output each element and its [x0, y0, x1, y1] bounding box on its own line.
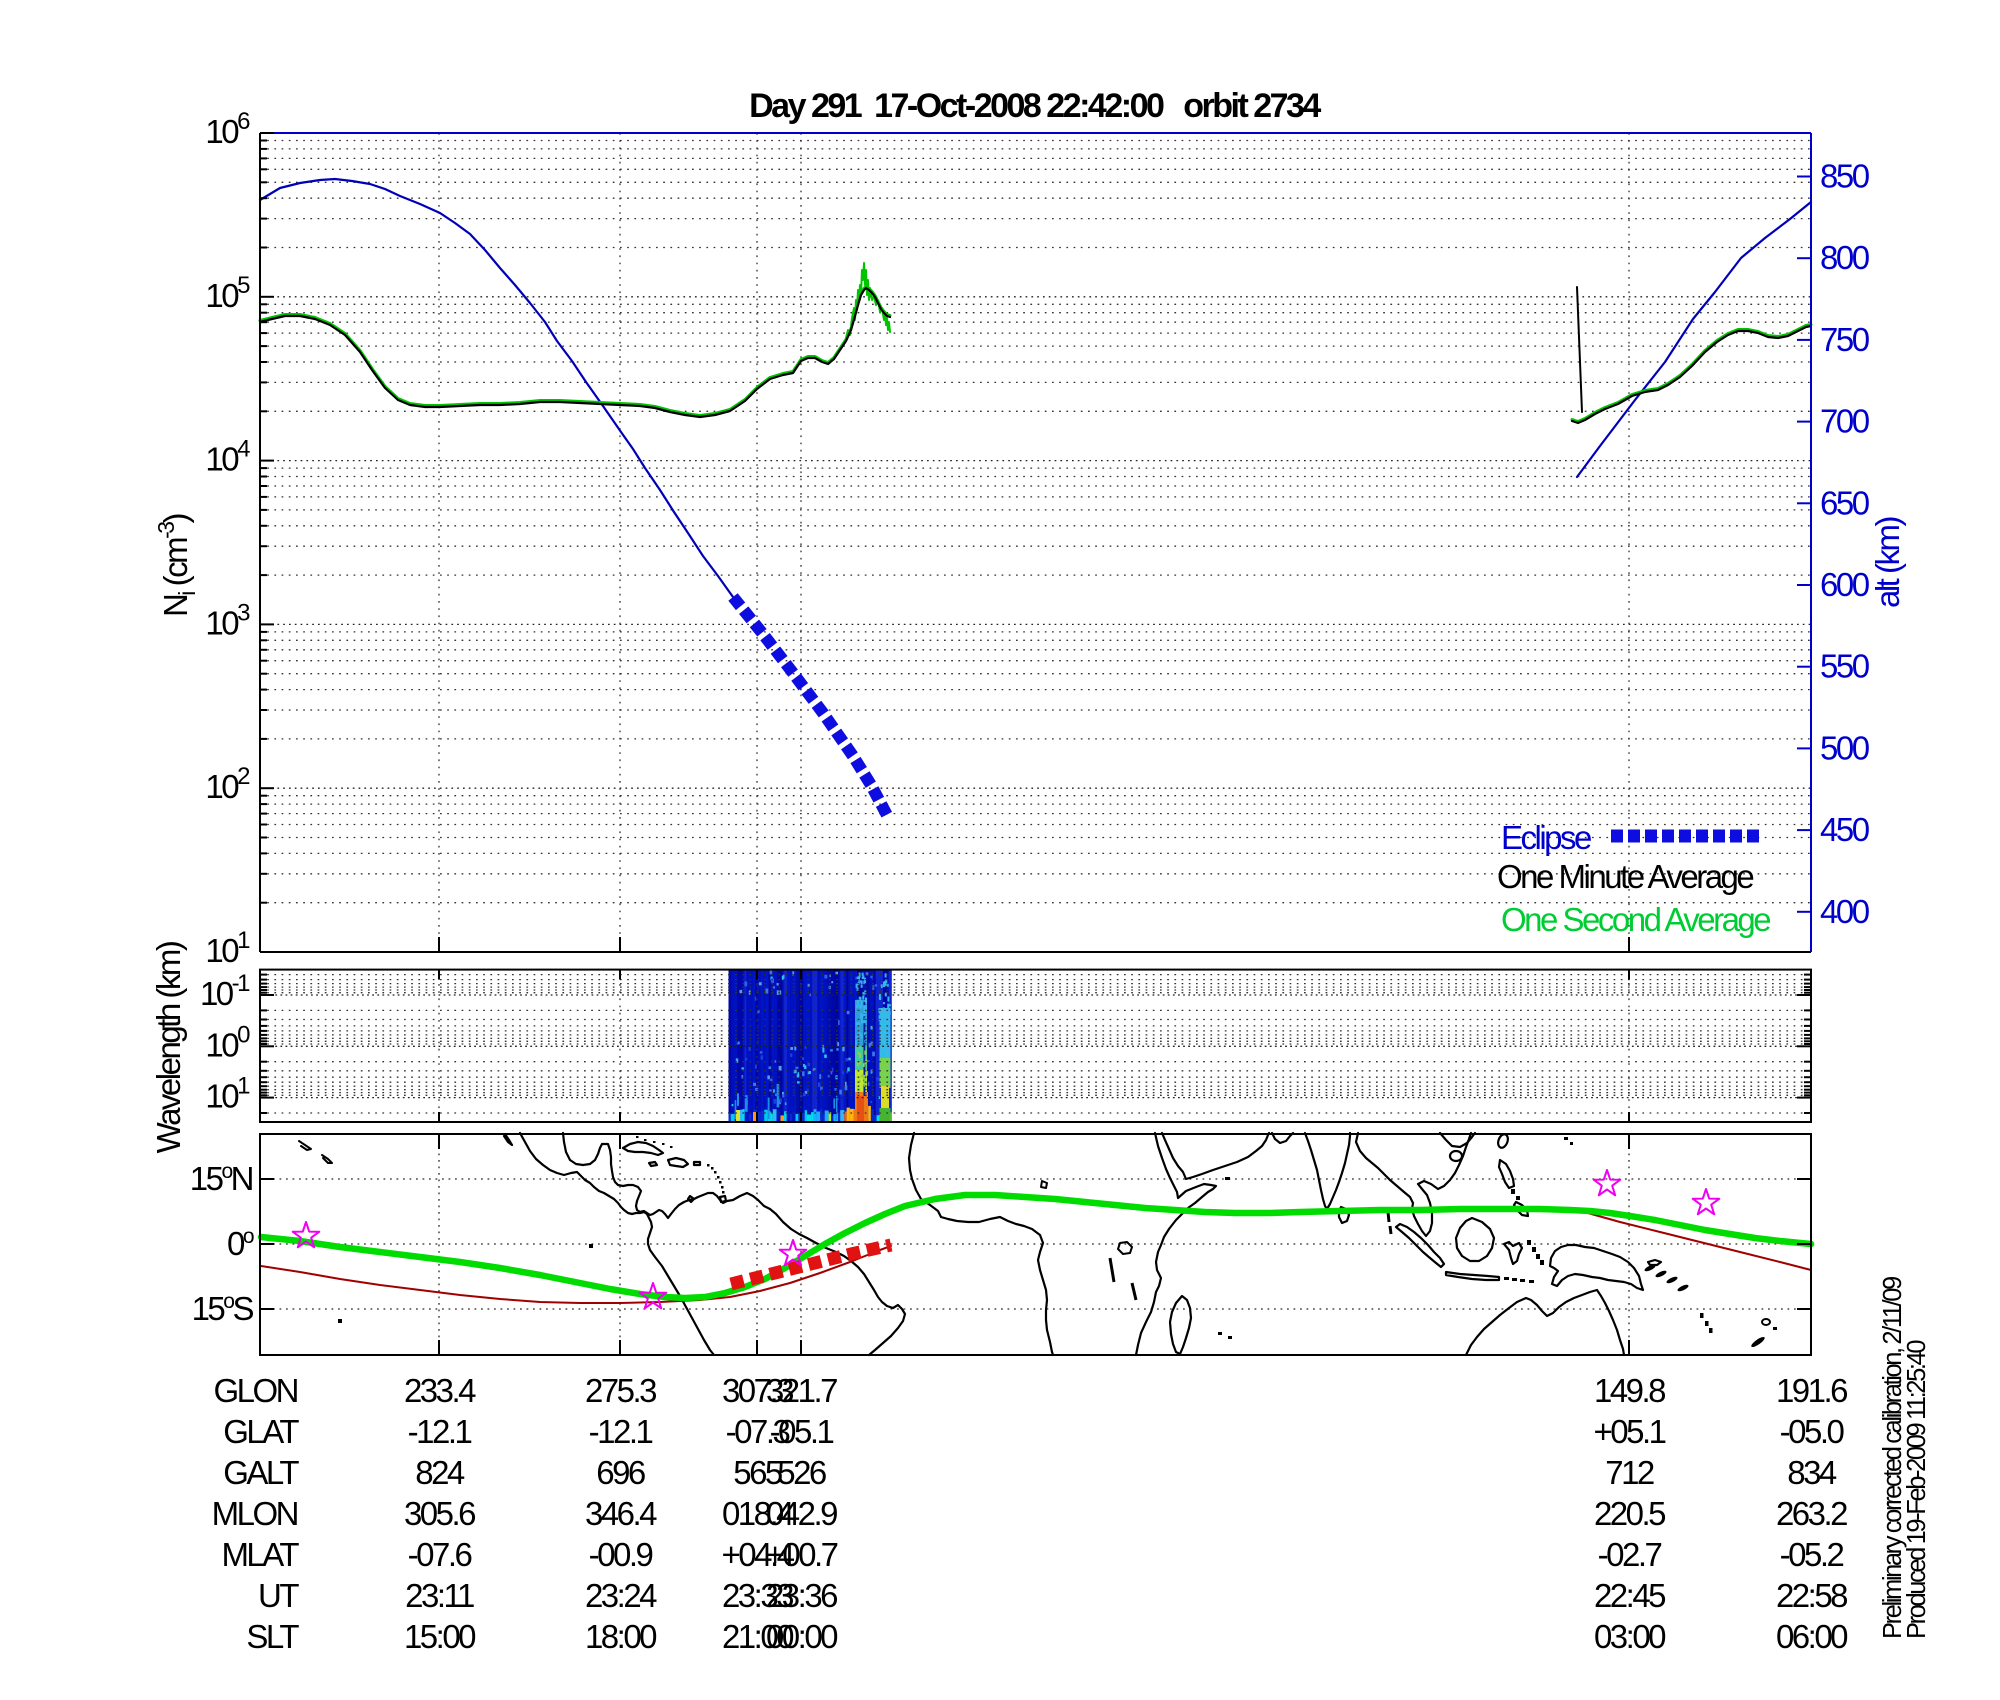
svg-text:500: 500: [1820, 729, 1870, 766]
svg-text:750: 750: [1820, 321, 1870, 358]
svg-text:-05.2: -05.2: [1780, 1536, 1844, 1573]
svg-text:MLON: MLON: [212, 1495, 298, 1532]
svg-text:Day 291 17-Oct-2008 22:42:00: Day 291 17-Oct-2008 22:42:00 orbit 2734: [749, 87, 1321, 125]
svg-text:-02.7: -02.7: [1598, 1536, 1662, 1573]
svg-text:15:00: 15:00: [404, 1618, 476, 1655]
svg-text:GLAT: GLAT: [223, 1413, 299, 1450]
svg-text:MLAT: MLAT: [221, 1536, 299, 1573]
svg-text:GALT: GALT: [223, 1454, 299, 1491]
svg-text:-05.0: -05.0: [1780, 1413, 1845, 1450]
svg-text:One Minute Average: One Minute Average: [1497, 858, 1753, 895]
svg-text:-12.1: -12.1: [408, 1413, 472, 1450]
svg-text:15oS: 15oS: [192, 1290, 254, 1327]
svg-text:712: 712: [1605, 1454, 1654, 1491]
svg-text:22:45: 22:45: [1594, 1577, 1665, 1614]
svg-text:263.2: 263.2: [1776, 1495, 1847, 1532]
svg-text:400: 400: [1820, 893, 1870, 930]
svg-text:305.6: 305.6: [404, 1495, 475, 1532]
svg-text:18:00: 18:00: [585, 1618, 657, 1655]
svg-text:23:33: 23:33: [722, 1577, 793, 1614]
svg-text:550: 550: [1820, 648, 1870, 685]
svg-text:307.3: 307.3: [722, 1372, 793, 1409]
svg-text:149.8: 149.8: [1594, 1372, 1665, 1409]
svg-text:565: 565: [733, 1454, 782, 1491]
svg-text:346.4: 346.4: [585, 1495, 657, 1532]
svg-text:23:36: 23:36: [766, 1577, 837, 1614]
svg-text:+00.7: +00.7: [766, 1536, 838, 1573]
svg-text:Wavelength (km): Wavelength (km): [150, 942, 187, 1153]
svg-text:450: 450: [1820, 811, 1870, 848]
svg-text:042.9: 042.9: [766, 1495, 837, 1532]
svg-text:650: 650: [1820, 484, 1870, 521]
svg-text:GLON: GLON: [213, 1372, 297, 1409]
svg-text:00:00: 00:00: [766, 1618, 838, 1655]
svg-text:018.4: 018.4: [722, 1495, 794, 1532]
svg-text:Ni (cm-3): Ni (cm-3): [153, 514, 200, 617]
svg-text:UT: UT: [258, 1577, 299, 1614]
svg-text:824: 824: [415, 1454, 465, 1491]
svg-text:233.4: 233.4: [404, 1372, 476, 1409]
svg-text:800: 800: [1820, 239, 1870, 276]
svg-text:Produced 19-Feb-2009 11:25:40: Produced 19-Feb-2009 11:25:40: [1903, 1340, 1931, 1639]
svg-text:191.6: 191.6: [1776, 1372, 1847, 1409]
svg-text:526: 526: [777, 1454, 826, 1491]
svg-text:+04.4: +04.4: [722, 1536, 795, 1573]
svg-text:Preliminary corrected calibrat: Preliminary corrected calibration, 2/11/…: [1879, 1277, 1907, 1639]
svg-text:Eclipse: Eclipse: [1501, 819, 1591, 856]
svg-text:-07.6: -07.6: [408, 1536, 472, 1573]
svg-text:SLT: SLT: [246, 1618, 299, 1655]
svg-text:alt (km): alt (km): [1869, 518, 1906, 609]
svg-text:+05.1: +05.1: [1594, 1413, 1666, 1450]
svg-text:700: 700: [1820, 403, 1870, 440]
svg-text:03:00: 03:00: [1594, 1618, 1666, 1655]
svg-text:23:11: 23:11: [405, 1577, 474, 1614]
svg-text:-07.3: -07.3: [726, 1413, 790, 1450]
svg-text:834: 834: [1787, 1454, 1837, 1491]
svg-text:321.7: 321.7: [766, 1372, 837, 1409]
svg-text:850: 850: [1820, 158, 1870, 195]
svg-text:220.5: 220.5: [1594, 1495, 1665, 1532]
svg-text:600: 600: [1820, 566, 1870, 603]
svg-text:06:00: 06:00: [1776, 1618, 1848, 1655]
svg-text:275.3: 275.3: [585, 1372, 656, 1409]
svg-text:23:24: 23:24: [585, 1577, 657, 1614]
svg-text:696: 696: [596, 1454, 645, 1491]
svg-text:-12.1: -12.1: [589, 1413, 653, 1450]
svg-text:-05.1: -05.1: [770, 1413, 834, 1450]
svg-text:One Second Average: One Second Average: [1501, 901, 1770, 938]
svg-text:-00.9: -00.9: [589, 1536, 653, 1573]
svg-text:22:58: 22:58: [1776, 1577, 1847, 1614]
svg-text:21:00: 21:00: [722, 1618, 794, 1655]
svg-text:15oN: 15oN: [190, 1160, 253, 1197]
